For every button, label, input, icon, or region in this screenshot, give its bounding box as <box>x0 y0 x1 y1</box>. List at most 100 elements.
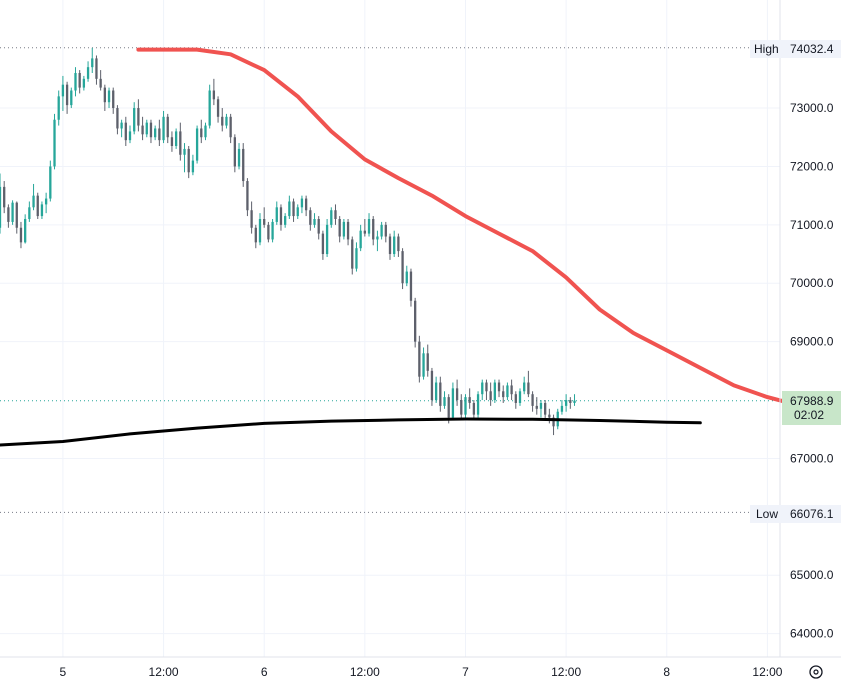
candle <box>560 400 564 415</box>
price-tick-label: 67000.0 <box>790 451 834 465</box>
candle <box>263 207 266 228</box>
high-label: High <box>754 42 779 56</box>
candle-body <box>548 414 551 418</box>
candle <box>187 146 190 179</box>
candle <box>481 379 484 401</box>
chart-settings-button[interactable] <box>809 665 823 679</box>
candle <box>216 96 220 123</box>
candle-body <box>208 90 211 126</box>
price-axis[interactable]: 73000.0 72000.0 71000.0 70000.0 69000.0 67000… <box>750 0 841 657</box>
candle-body <box>166 116 169 138</box>
time-tick-label: 7 <box>462 665 469 679</box>
candle-body <box>372 219 375 240</box>
candle-body <box>468 397 471 403</box>
candle <box>271 219 274 243</box>
candle <box>384 221 387 243</box>
candle <box>7 204 10 228</box>
candle-body <box>363 230 366 234</box>
candle-body <box>514 394 517 403</box>
time-tick-label: 12:00 <box>350 665 380 679</box>
candle-body <box>502 391 505 398</box>
candle <box>179 122 182 161</box>
candle-body <box>78 73 81 88</box>
candle-body <box>258 219 262 243</box>
candle <box>418 335 421 383</box>
candle-body <box>506 385 509 398</box>
candle <box>183 143 186 173</box>
candle <box>304 195 308 217</box>
candle <box>162 110 165 144</box>
high-value-bg <box>782 40 841 58</box>
candle <box>166 113 169 144</box>
candle <box>124 116 127 146</box>
candle-body <box>539 402 543 409</box>
candle-body <box>0 186 2 228</box>
candle-body <box>510 385 513 395</box>
candle <box>472 400 476 421</box>
candle-body <box>443 397 446 406</box>
candle <box>116 105 119 135</box>
candle <box>250 201 253 234</box>
candle-body <box>133 108 136 132</box>
candle-body <box>397 236 400 252</box>
candle <box>28 201 31 222</box>
candle-body <box>401 251 404 284</box>
candle-body <box>137 108 140 126</box>
candle <box>531 391 534 412</box>
candle <box>57 90 60 126</box>
candle-body <box>455 388 459 401</box>
red-moving-average-line <box>136 47 803 408</box>
candle-body <box>481 382 484 395</box>
candle <box>367 213 371 237</box>
candle-body <box>489 391 492 401</box>
candle-body <box>91 58 94 68</box>
candle-body <box>544 402 547 415</box>
grid <box>0 0 780 657</box>
candle <box>363 219 366 237</box>
candle <box>128 125 132 144</box>
candle-body <box>330 210 333 225</box>
candle-body <box>325 224 329 255</box>
candle-body <box>24 219 27 243</box>
candle-body <box>141 125 144 135</box>
candle <box>523 376 526 395</box>
time-axis[interactable]: 5 12:00 6 12:00 7 12:00 8 12:00 <box>0 656 841 679</box>
indicator-lines <box>0 47 803 447</box>
candle <box>225 113 228 129</box>
price-tick-labels: 73000.0 72000.0 71000.0 70000.0 69000.0 67000… <box>790 101 834 641</box>
candle <box>137 99 140 132</box>
candle <box>451 382 455 421</box>
candle <box>544 400 547 421</box>
candle <box>455 379 459 406</box>
candle <box>393 230 396 257</box>
candle <box>296 204 299 219</box>
candle <box>61 75 65 111</box>
candle-body <box>317 219 320 234</box>
candle-body <box>116 108 119 129</box>
candle <box>330 207 333 228</box>
candle-body <box>564 400 568 406</box>
candle <box>317 216 320 240</box>
candle-body <box>229 116 232 138</box>
candle-body <box>418 341 421 377</box>
candle <box>476 391 480 418</box>
low-label: Low <box>756 507 778 521</box>
candle-body <box>32 195 35 208</box>
candle-body <box>284 216 287 225</box>
candle-body <box>40 204 44 217</box>
candle-body <box>447 397 450 418</box>
price-tick-label: 65000.0 <box>790 568 834 582</box>
candle-body <box>145 122 148 135</box>
candle-body <box>346 221 350 240</box>
candle <box>552 414 555 436</box>
candle-body <box>309 210 312 225</box>
candle <box>489 382 492 406</box>
candle-body <box>518 391 522 403</box>
candle-body <box>7 207 10 222</box>
candle-body <box>44 198 48 205</box>
candle-body <box>279 207 283 225</box>
candle-body <box>124 122 127 141</box>
gear-icon <box>809 665 823 679</box>
candle <box>430 367 434 406</box>
